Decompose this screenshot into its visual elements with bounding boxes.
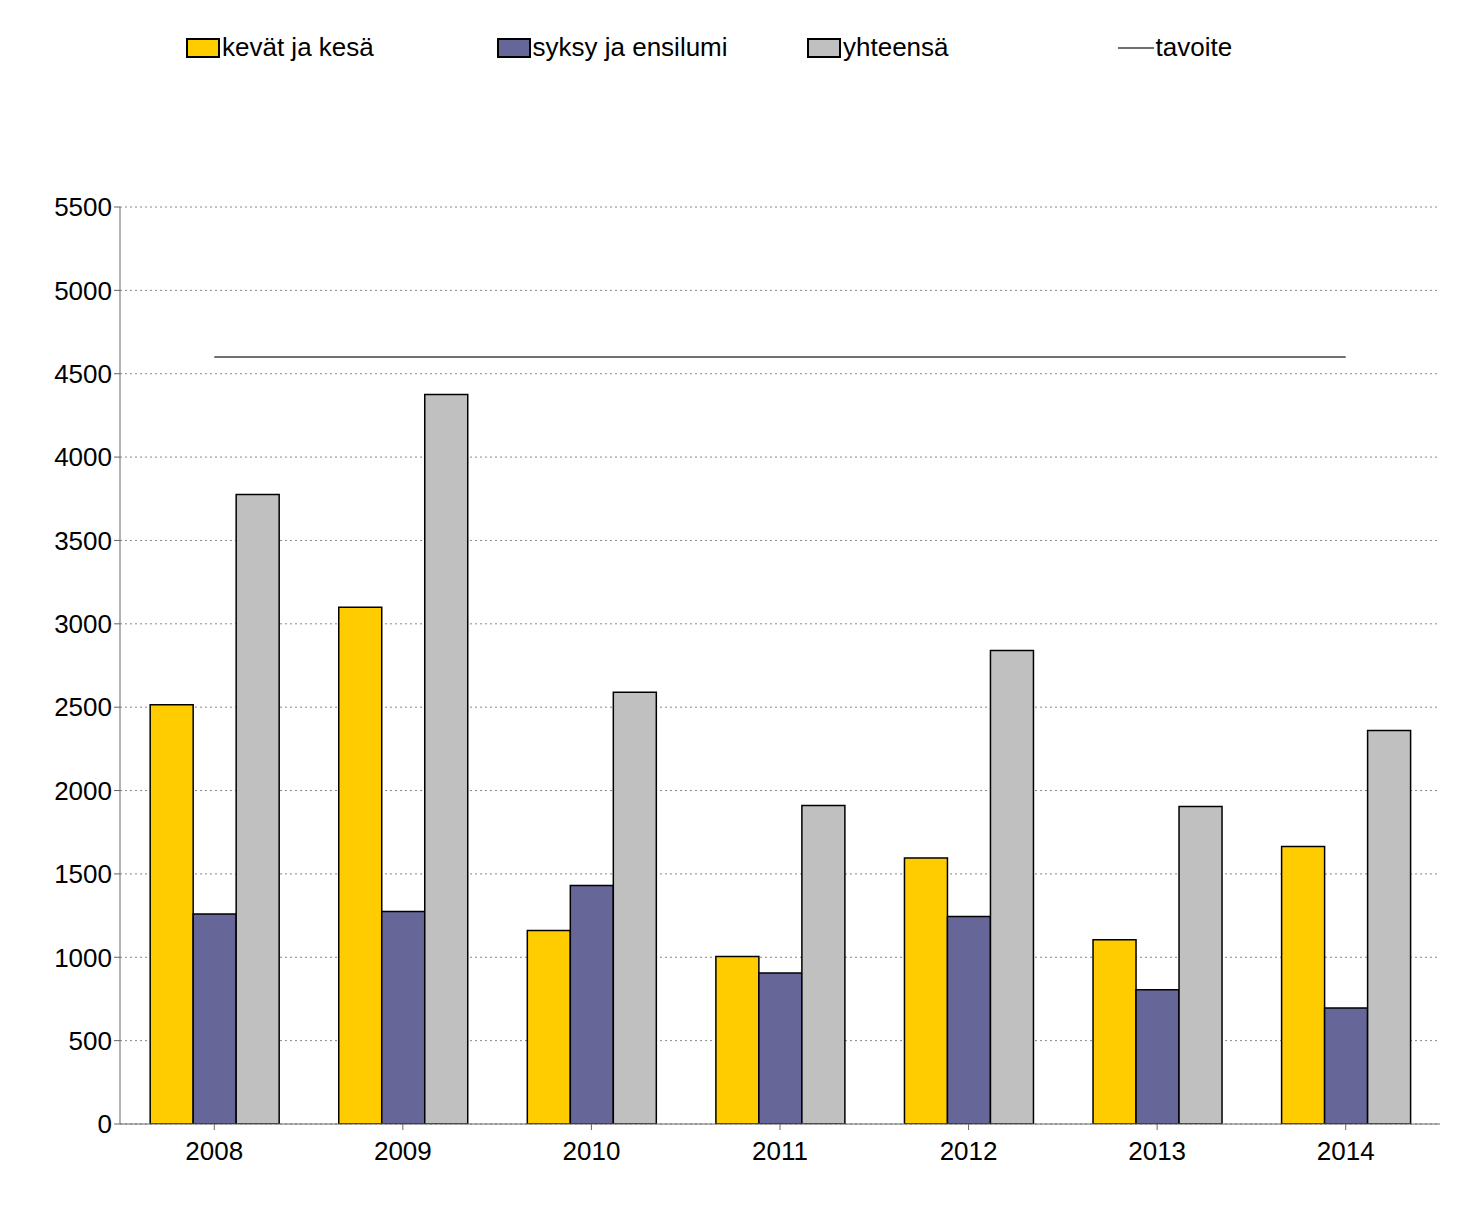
- svg-text:3500: 3500: [54, 526, 112, 556]
- svg-text:5000: 5000: [54, 276, 112, 306]
- svg-text:5500: 5500: [54, 192, 112, 222]
- svg-text:2013: 2013: [1128, 1136, 1186, 1166]
- svg-text:4000: 4000: [54, 442, 112, 472]
- html-text:syksy ja ensilumi: syksy ja ensilumi: [532, 32, 728, 62]
- svg-text:2008: 2008: [185, 1136, 243, 1166]
- svg-text:0: 0: [98, 1109, 112, 1139]
- svg-text:2014: 2014: [1317, 1136, 1375, 1166]
- svg-text:1000: 1000: [54, 943, 112, 973]
- svg-text:2500: 2500: [54, 692, 112, 722]
- svg-text:4500: 4500: [54, 359, 112, 389]
- svg-text:2000: 2000: [54, 776, 112, 806]
- svg-text:2011: 2011: [752, 1136, 808, 1166]
- svg-text:1500: 1500: [54, 859, 112, 889]
- svg-text:2009: 2009: [374, 1136, 432, 1166]
- svg-text:2012: 2012: [940, 1136, 998, 1166]
- svg-text:2010: 2010: [563, 1136, 621, 1166]
- html-text:tavoite: tavoite: [1155, 32, 1233, 62]
- html-text:kevät ja kesä: kevät ja kesä: [222, 32, 374, 62]
- svg-text:3000: 3000: [54, 609, 112, 639]
- svg-text:500: 500: [69, 1026, 112, 1056]
- html-text:yhteensä: yhteensä: [843, 32, 949, 62]
